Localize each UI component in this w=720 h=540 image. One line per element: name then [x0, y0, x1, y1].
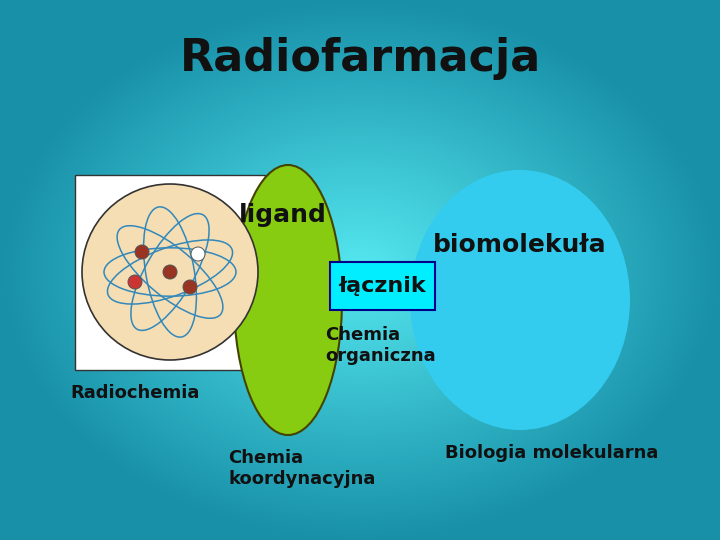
Text: ligand: ligand — [239, 203, 327, 227]
Circle shape — [128, 275, 142, 289]
Circle shape — [191, 247, 205, 261]
Circle shape — [163, 265, 177, 279]
Circle shape — [82, 184, 258, 360]
Bar — [75, 175, 265, 370]
Text: łącznik: łącznik — [338, 276, 426, 296]
Text: Radiochemia: Radiochemia — [70, 384, 199, 402]
Ellipse shape — [410, 170, 630, 430]
Text: Chemia
koordynacyjna: Chemia koordynacyjna — [228, 449, 375, 488]
Circle shape — [183, 280, 197, 294]
Circle shape — [135, 245, 149, 259]
Text: Chemia
organiczna: Chemia organiczna — [325, 326, 436, 365]
Bar — [330, 262, 435, 310]
Text: biomolekuła: biomolekuła — [433, 233, 607, 257]
Text: Radiofarmacja: Radiofarmacja — [179, 37, 541, 79]
Ellipse shape — [234, 165, 342, 435]
Text: Biologia molekularna: Biologia molekularna — [445, 444, 658, 462]
